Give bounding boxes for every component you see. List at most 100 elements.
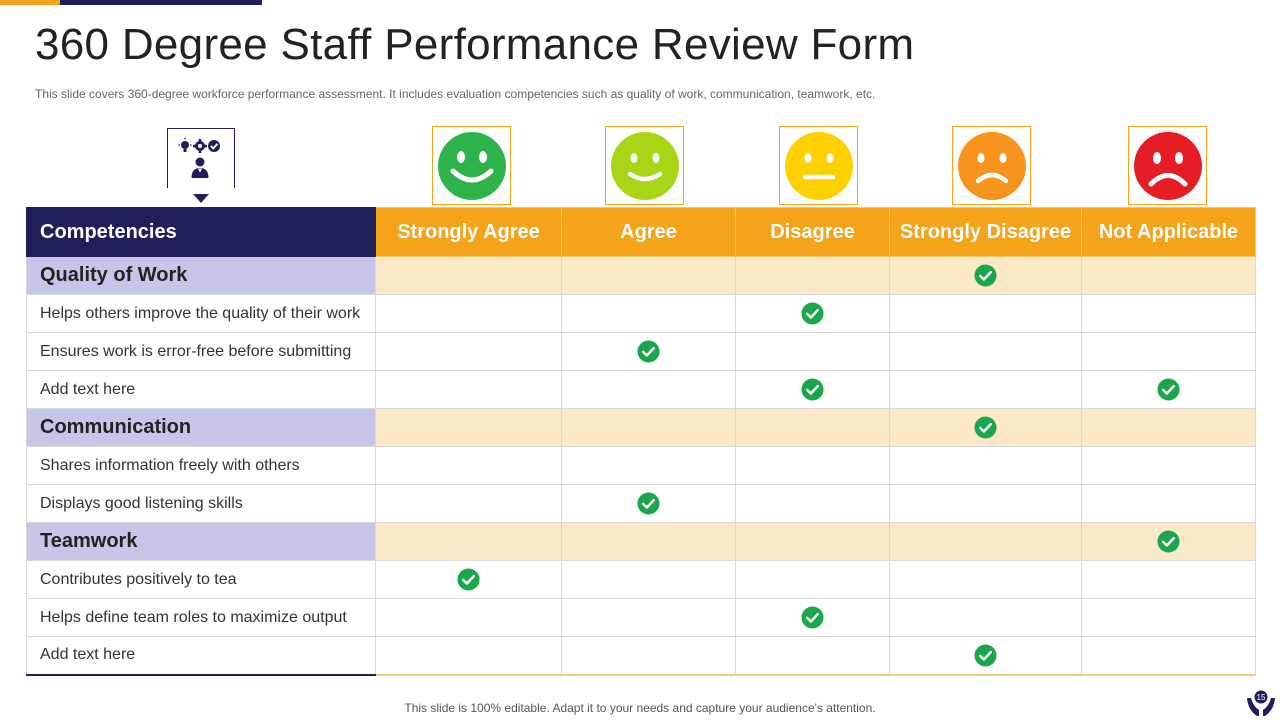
rating-cell-agree[interactable] [561, 370, 736, 409]
rating-cell-not-applicable[interactable] [1081, 484, 1256, 523]
rating-cell-strongly-agree[interactable] [375, 484, 562, 523]
rating-cell-disagree[interactable] [735, 560, 890, 599]
rating-cell-strongly-agree[interactable] [375, 560, 562, 599]
page-subtitle: This slide covers 360-degree workforce p… [35, 87, 876, 101]
rating-cell-agree[interactable] [561, 332, 736, 371]
page-title: 360 Degree Staff Performance Review Form [35, 20, 915, 69]
rating-cell-strongly-agree[interactable] [375, 256, 562, 295]
rating-cell-disagree[interactable] [735, 446, 890, 485]
neutral-face-icon [784, 131, 853, 200]
rating-cell-disagree[interactable] [735, 294, 890, 333]
rating-cell-not-applicable[interactable] [1081, 598, 1256, 637]
rating-cell-strongly-disagree[interactable] [889, 446, 1082, 485]
table-row: Shares information freely with others [26, 446, 1256, 485]
sad-face-icon [957, 131, 1026, 200]
rating-cell-disagree[interactable] [735, 636, 890, 676]
very-happy-face-icon [437, 131, 506, 200]
rating-cell-strongly-agree[interactable] [375, 522, 562, 561]
rating-cell-strongly-disagree[interactable] [889, 484, 1082, 523]
rating-cell-strongly-agree[interactable] [375, 636, 562, 676]
rating-cell-agree[interactable] [561, 294, 736, 333]
face-box-strongly-agree [432, 126, 511, 205]
table-group-row: Teamwork [26, 522, 1256, 561]
rating-cell-agree[interactable] [561, 484, 736, 523]
face-box-not-applicable [1128, 126, 1207, 205]
employee-evaluation-icon-box [167, 128, 235, 188]
face-box-disagree [779, 126, 858, 205]
rating-cell-disagree[interactable] [735, 484, 890, 523]
rating-cell-agree[interactable] [561, 522, 736, 561]
rating-cell-strongly-agree[interactable] [375, 294, 562, 333]
rating-cell-strongly-disagree[interactable] [889, 408, 1082, 447]
footer-note: This slide is 100% editable. Adapt it to… [404, 701, 876, 715]
happy-face-icon [610, 131, 679, 200]
header-strongly-disagree: Strongly Disagree [889, 207, 1082, 257]
checkmark-icon [801, 378, 824, 401]
rating-cell-disagree[interactable] [735, 598, 890, 637]
checkmark-icon [801, 606, 824, 629]
table-row: Ensures work is error-free before submit… [26, 332, 1256, 371]
rating-cell-strongly-agree[interactable] [375, 332, 562, 371]
face-box-agree [605, 126, 684, 205]
rating-cell-not-applicable[interactable] [1081, 256, 1256, 295]
rating-cell-strongly-disagree[interactable] [889, 370, 1082, 409]
checkmark-icon [637, 492, 660, 515]
rating-cell-not-applicable[interactable] [1081, 636, 1256, 676]
rating-cell-not-applicable[interactable] [1081, 560, 1256, 599]
competency-label: Helps define team roles to maximize outp… [26, 598, 376, 637]
rating-cell-strongly-agree[interactable] [375, 446, 562, 485]
rating-cell-not-applicable[interactable] [1081, 370, 1256, 409]
rating-cell-strongly-disagree[interactable] [889, 598, 1082, 637]
header-competencies: Competencies [26, 207, 376, 257]
competency-label: Displays good listening skills [26, 484, 376, 523]
competency-label: Shares information freely with others [26, 446, 376, 485]
rating-cell-strongly-agree[interactable] [375, 598, 562, 637]
rating-cell-not-applicable[interactable] [1081, 446, 1256, 485]
rating-cell-agree[interactable] [561, 598, 736, 637]
table-row: Helps define team roles to maximize outp… [26, 598, 1256, 637]
rating-cell-strongly-disagree[interactable] [889, 332, 1082, 371]
table-header-row: Competencies Strongly Agree Agree Disagr… [26, 207, 1256, 257]
rating-cell-agree[interactable] [561, 636, 736, 676]
checkmark-icon [974, 644, 997, 667]
rating-cell-not-applicable[interactable] [1081, 408, 1256, 447]
header-agree: Agree [561, 207, 736, 257]
page-number: 15 [1257, 693, 1266, 702]
table-group-row: Communication [26, 408, 1256, 447]
header-not-applicable: Not Applicable [1081, 207, 1256, 257]
rating-cell-agree[interactable] [561, 408, 736, 447]
competency-group-label: Teamwork [26, 522, 376, 561]
rating-cell-not-applicable[interactable] [1081, 332, 1256, 371]
very-sad-face-icon [1133, 131, 1202, 200]
rating-cell-strongly-agree[interactable] [375, 370, 562, 409]
rating-cell-agree[interactable] [561, 446, 736, 485]
rating-cell-agree[interactable] [561, 560, 736, 599]
page-number-badge: 15 [1245, 688, 1277, 718]
rating-cell-strongly-disagree[interactable] [889, 522, 1082, 561]
rating-cell-not-applicable[interactable] [1081, 294, 1256, 333]
checkmark-icon [637, 340, 660, 363]
rating-cell-strongly-disagree[interactable] [889, 256, 1082, 295]
competency-label: Add text here [26, 370, 376, 409]
checkmark-icon [974, 264, 997, 287]
competency-label: Helps others improve the quality of thei… [26, 294, 376, 333]
rating-cell-disagree[interactable] [735, 522, 890, 561]
rating-cell-agree[interactable] [561, 256, 736, 295]
rating-cell-not-applicable[interactable] [1081, 522, 1256, 561]
table-row: Add text here [26, 636, 1256, 676]
pointer-arrow [193, 194, 209, 203]
table-row: Add text here [26, 370, 1256, 409]
rating-cell-strongly-disagree[interactable] [889, 560, 1082, 599]
rating-cell-strongly-disagree[interactable] [889, 294, 1082, 333]
rating-cell-disagree[interactable] [735, 332, 890, 371]
performance-review-table: Competencies Strongly Agree Agree Disagr… [26, 207, 1256, 676]
table-group-row: Quality of Work [26, 256, 1256, 295]
checkmark-icon [457, 568, 480, 591]
checkmark-icon [1157, 378, 1180, 401]
rating-cell-disagree[interactable] [735, 408, 890, 447]
rating-cell-disagree[interactable] [735, 256, 890, 295]
competency-label: Ensures work is error-free before submit… [26, 332, 376, 371]
rating-cell-strongly-disagree[interactable] [889, 636, 1082, 676]
rating-cell-disagree[interactable] [735, 370, 890, 409]
rating-cell-strongly-agree[interactable] [375, 408, 562, 447]
